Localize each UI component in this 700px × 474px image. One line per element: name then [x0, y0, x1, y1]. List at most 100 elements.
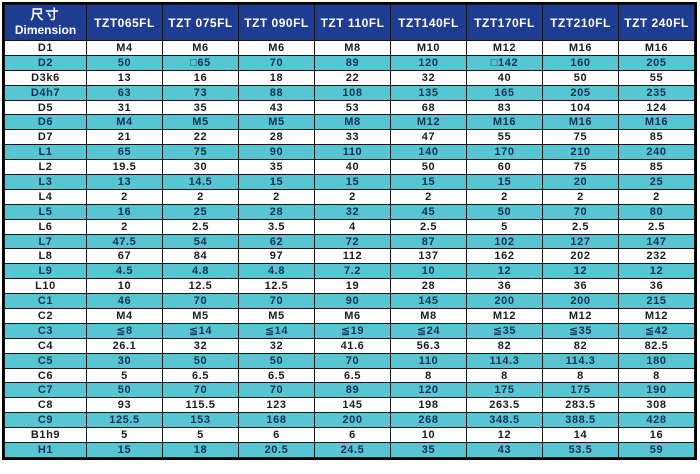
data-cell: 73: [162, 84, 239, 101]
data-cell: 6.5: [238, 367, 315, 384]
data-cell: 110: [390, 352, 467, 369]
data-cell: 14: [542, 427, 619, 444]
data-cell: 175: [542, 382, 619, 399]
data-cell: ≦14: [238, 322, 315, 339]
data-cell: M12: [390, 114, 467, 131]
column-header: TZT170FL: [466, 4, 543, 41]
column-header: TZT 240FL: [618, 4, 695, 41]
data-cell: ≦35: [466, 322, 543, 339]
data-cell: 215: [618, 293, 695, 310]
data-cell: 50: [390, 159, 467, 176]
data-cell: 12.5: [162, 278, 239, 295]
row-label: L6: [4, 218, 87, 235]
data-cell: 50: [86, 382, 163, 399]
data-cell: 2: [238, 188, 315, 205]
data-cell: 16: [86, 203, 163, 220]
data-cell: 10: [390, 263, 467, 280]
data-cell: 16: [162, 69, 239, 86]
data-cell: 162: [466, 248, 543, 265]
row-label: C8: [4, 397, 87, 414]
data-cell: 12: [542, 263, 619, 280]
data-cell: 15: [86, 442, 163, 458]
row-label: D6: [4, 114, 87, 131]
data-cell: 70: [162, 293, 239, 310]
data-cell: 36: [466, 278, 543, 295]
data-cell: M5: [238, 308, 315, 324]
data-cell: 7.2: [314, 263, 391, 280]
data-cell: 125.5: [86, 412, 163, 429]
table-row: D3k6 13 16 18 22 32 40 50 55: [4, 69, 695, 86]
data-cell: 137: [390, 248, 467, 265]
data-cell: 5: [466, 218, 543, 235]
data-cell: 108: [314, 84, 391, 101]
data-cell: 3.5: [238, 218, 315, 235]
data-cell: 32: [390, 69, 467, 86]
row-label: B1h9: [4, 427, 87, 444]
data-cell: 93: [86, 397, 163, 414]
data-cell: 175: [466, 382, 543, 399]
data-cell: 36: [542, 278, 619, 295]
table-row: C9 125.5 153 168 200 268 348.5 388.5 428: [4, 412, 695, 429]
data-cell: 8: [466, 367, 543, 384]
data-cell: 4.8: [238, 263, 315, 280]
data-cell: 13: [86, 174, 163, 190]
data-cell: 190: [618, 382, 695, 399]
data-cell: 200: [314, 412, 391, 429]
table-row: C3 ≦8 ≦14 ≦14 ≦19 ≦24 ≦35 ≦35 ≦42: [4, 322, 695, 339]
data-cell: 2: [86, 218, 163, 235]
column-header: TZT 075FL: [162, 4, 239, 41]
data-cell: 43: [238, 99, 315, 116]
data-cell: 35: [162, 99, 239, 116]
data-cell: 112: [314, 248, 391, 265]
data-cell: 115.5: [162, 397, 239, 414]
data-cell: 2: [314, 188, 391, 205]
data-cell: 35: [238, 159, 315, 176]
row-label: H1: [4, 442, 87, 458]
row-label: D7: [4, 129, 87, 146]
data-cell: M12: [466, 40, 543, 56]
data-cell: 82: [466, 337, 543, 354]
row-label: C6: [4, 367, 87, 384]
column-header: TZT 090FL: [238, 4, 315, 41]
data-cell: M16: [466, 114, 543, 131]
data-cell: 2: [390, 188, 467, 205]
data-cell: 33: [314, 129, 391, 146]
data-cell: 60: [466, 159, 543, 176]
data-cell: 28: [238, 129, 315, 146]
data-cell: 235: [618, 84, 695, 101]
data-cell: 5: [162, 427, 239, 444]
data-cell: 65: [86, 144, 163, 161]
data-cell: 24.5: [314, 442, 391, 458]
data-cell: 68: [390, 99, 467, 116]
data-cell: 2: [618, 188, 695, 205]
data-cell: 31: [86, 99, 163, 116]
data-cell: 35: [390, 442, 467, 458]
row-label: D1: [4, 40, 87, 56]
data-cell: 18: [238, 69, 315, 86]
data-cell: 102: [466, 233, 543, 250]
data-cell: 10: [86, 278, 163, 295]
data-cell: 56.3: [390, 337, 467, 354]
data-cell: 12.5: [238, 278, 315, 295]
table-row: D1 M4 M6 M6 M8 M10 M12 M16 M16: [4, 40, 695, 56]
data-cell: 90: [238, 144, 315, 161]
data-cell: 2: [542, 188, 619, 205]
data-cell: 8: [618, 367, 695, 384]
data-cell: M16: [618, 40, 695, 56]
table-row: L10 10 12.5 12.5 19 28 36 36 36: [4, 278, 695, 295]
data-cell: 50: [466, 203, 543, 220]
data-cell: ≦14: [162, 322, 239, 339]
table-row: L7 47.5 54 62 72 87 102 127 147: [4, 233, 695, 250]
data-cell: 55: [618, 69, 695, 86]
row-label: L10: [4, 278, 87, 295]
data-cell: 123: [238, 397, 315, 414]
row-label: D4h7: [4, 84, 87, 101]
data-cell: 205: [542, 84, 619, 101]
data-cell: ≦8: [86, 322, 163, 339]
dimension-table: 尺寸 Dimension TZT065FL TZT 075FL TZT 090FL T…: [4, 4, 695, 458]
data-cell: 12: [618, 263, 695, 280]
data-cell: 114.3: [542, 352, 619, 369]
table-row: C7 50 70 70 89 120 175 175 190: [4, 382, 695, 399]
data-cell: 40: [314, 159, 391, 176]
table-row: L1 65 75 90 110 140 170 210 240: [4, 144, 695, 161]
